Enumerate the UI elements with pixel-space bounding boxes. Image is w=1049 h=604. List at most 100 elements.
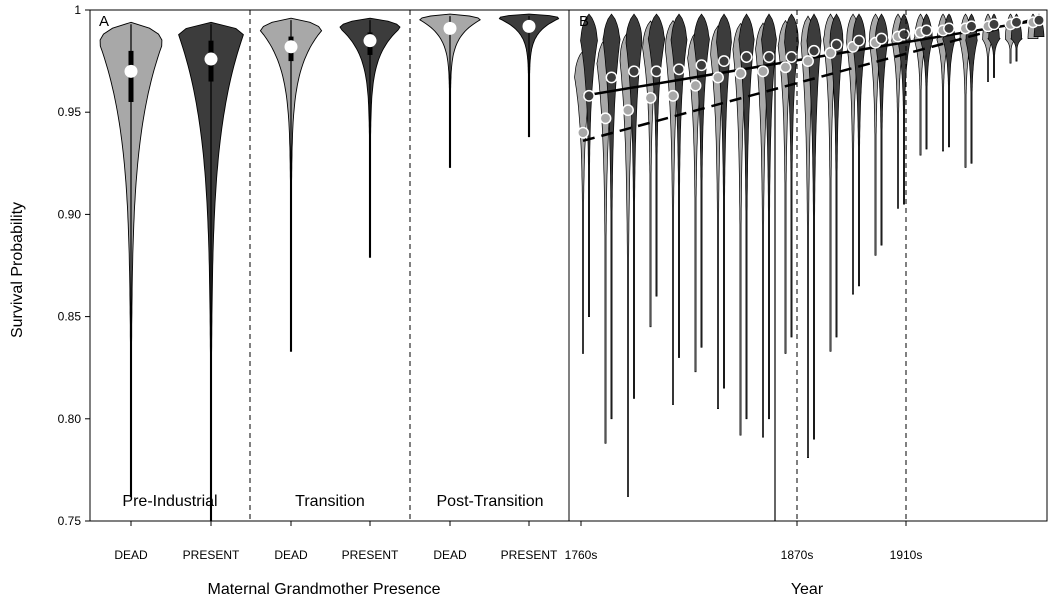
mean-marker <box>443 21 457 35</box>
decade-violin-present <box>580 13 598 317</box>
y-tick-label: 0.85 <box>58 310 82 324</box>
panel-letter-b: B <box>579 13 589 30</box>
x-tick-label-dead-trans: DEAD <box>274 548 308 562</box>
y-tick-label: 0.80 <box>58 412 82 426</box>
decade-violin-dead <box>710 25 726 409</box>
decade-violin-dead <box>777 19 794 354</box>
decade-mean-present <box>740 51 753 63</box>
decade-mean-dead <box>689 79 702 92</box>
decade-mean-present <box>988 18 1000 31</box>
decade-violin-dead <box>619 31 637 497</box>
panel-letter-a: A <box>99 13 109 30</box>
decade-mean-dead <box>577 126 589 139</box>
decade-violin-present <box>716 13 732 389</box>
decade-mean-dead <box>599 112 612 125</box>
y-tick-label: 0.90 <box>58 207 82 221</box>
era-label-transition: Transition <box>295 493 365 510</box>
decade-mean-dead <box>734 67 747 80</box>
decade-mean-present <box>830 38 843 51</box>
decade-mean-dead <box>644 91 657 104</box>
text-layer: Survival Probability Maternal Grandmothe… <box>9 3 922 598</box>
mean-marker <box>124 64 138 78</box>
decade-violin-present <box>761 13 777 420</box>
decade-mean-present <box>583 89 595 102</box>
decade-violin-present <box>874 13 889 246</box>
decade-mean-dead <box>712 71 724 84</box>
decade-mean-dead <box>622 104 634 117</box>
mean-marker <box>522 19 536 33</box>
decade-violin-present <box>693 13 710 348</box>
decade-violin-present <box>829 13 844 338</box>
x-tick-label-present-pre: PRESENT <box>183 548 240 562</box>
panel-b-frame <box>568 9 1048 522</box>
era-label-post-transition: Post-Transition <box>437 493 544 510</box>
decade-violin-dead <box>664 19 682 405</box>
decade-violin-dead <box>800 15 816 458</box>
decade-violin-present <box>602 13 621 420</box>
decade-mean-dead <box>757 65 769 78</box>
decade-mean-present <box>718 55 730 68</box>
x-tick-label-dead-pre: DEAD <box>114 548 148 562</box>
decade-violin-dead <box>823 13 838 352</box>
x-tick-label-present-trans: PRESENT <box>342 548 399 562</box>
decade-mean-present <box>1010 16 1023 29</box>
decade-mean-present <box>965 20 978 33</box>
mean-marker <box>204 52 218 66</box>
decade-mean-present <box>875 32 888 45</box>
decade-violin-present <box>625 13 643 399</box>
decade-mean-present <box>605 71 618 84</box>
decade-mean-present <box>695 59 708 72</box>
x-tick-label-1760s: 1760s <box>565 548 598 562</box>
panel-a-frame <box>89 9 570 522</box>
decade-mean-dead <box>667 89 679 102</box>
mean-marker <box>363 34 377 48</box>
decade-violin-present <box>647 13 666 297</box>
decade-violin-dead <box>868 13 883 256</box>
axes-frame-layer <box>85 9 1048 526</box>
decade-mean-dead <box>802 55 814 68</box>
x-tick-label-dead-post: DEAD <box>433 548 467 562</box>
decade-mean-present <box>628 65 640 78</box>
x-axis-title-panel-a: Maternal Grandmother Presence <box>208 581 441 598</box>
decade-violin-present <box>784 13 799 338</box>
trend-line-dead <box>582 16 1039 143</box>
decade-mean-present <box>920 24 933 37</box>
trend-lines-layer <box>577 14 1045 143</box>
decade-mean-present <box>943 22 955 35</box>
decade-mean-present <box>898 28 910 41</box>
decade-violin-dead <box>846 13 860 295</box>
decade-violin-dead <box>574 50 592 354</box>
decade-violin-dead <box>687 31 704 373</box>
decade-mean-dead <box>779 61 792 74</box>
decade-mean-present <box>673 63 685 76</box>
era-label-pre-industrial: Pre-Industrial <box>122 493 217 510</box>
mean-marker <box>284 40 298 54</box>
decade-violin-present <box>738 13 755 420</box>
violins-layer <box>99 13 1045 522</box>
decade-violin-dead <box>732 22 749 436</box>
decade-mean-present <box>808 44 820 57</box>
x-axis-title-panel-b: Year <box>791 581 824 598</box>
decade-violin-present <box>806 13 822 440</box>
decade-violin-dead <box>596 37 615 444</box>
decade-mean-present <box>1033 14 1045 27</box>
x-tick-label-1910s: 1910s <box>890 548 923 562</box>
decade-violin-dead <box>755 22 771 438</box>
decade-violin-present <box>965 13 978 164</box>
decade-mean-present <box>650 65 663 78</box>
y-tick-label: 0.75 <box>58 514 82 528</box>
decade-violin-present <box>670 13 688 358</box>
decade-violin-dead <box>891 13 905 209</box>
decade-violin-present <box>852 13 866 287</box>
decade-mean-dead <box>824 46 837 59</box>
x-tick-label-1870s: 1870s <box>781 548 814 562</box>
decade-mean-present <box>853 34 865 47</box>
x-tick-label-present-post: PRESENT <box>501 548 558 562</box>
y-axis-title: Survival Probability <box>9 202 26 338</box>
decade-mean-present <box>785 51 798 63</box>
y-tick-label: 1 <box>74 3 81 17</box>
decade-violin-present <box>942 13 956 148</box>
decade-mean-present <box>763 51 775 63</box>
